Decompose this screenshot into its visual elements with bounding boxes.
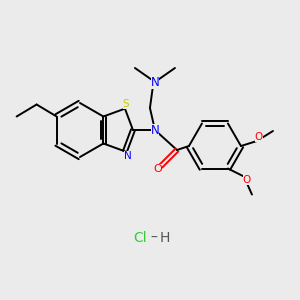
Text: –: – xyxy=(151,231,158,245)
Text: O: O xyxy=(255,132,263,142)
Text: N: N xyxy=(151,76,159,88)
Text: O: O xyxy=(243,175,251,184)
Text: S: S xyxy=(123,99,129,109)
Text: N: N xyxy=(124,151,132,161)
Text: O: O xyxy=(154,164,162,174)
Text: H: H xyxy=(160,231,170,245)
Text: Cl: Cl xyxy=(133,231,147,245)
Text: N: N xyxy=(151,124,159,136)
